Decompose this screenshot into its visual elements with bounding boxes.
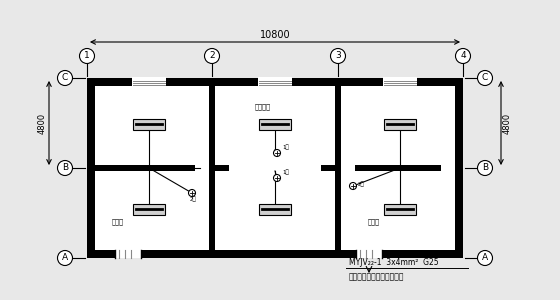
Text: 2米: 2米 bbox=[358, 182, 365, 187]
Bar bbox=[95, 86, 455, 250]
Bar bbox=[341, 165, 355, 171]
Text: B: B bbox=[62, 164, 68, 172]
Bar bbox=[259, 118, 291, 130]
Circle shape bbox=[273, 175, 281, 182]
Bar bbox=[259, 203, 291, 214]
Bar bbox=[335, 86, 341, 250]
Bar bbox=[133, 118, 165, 130]
Circle shape bbox=[189, 190, 195, 196]
Bar bbox=[321, 165, 335, 171]
Bar bbox=[258, 77, 292, 86]
Text: 2: 2 bbox=[209, 52, 215, 61]
Text: 4: 4 bbox=[460, 52, 466, 61]
Bar bbox=[209, 86, 215, 250]
Bar bbox=[95, 165, 195, 171]
Circle shape bbox=[478, 160, 492, 175]
Bar bbox=[383, 77, 417, 86]
Bar bbox=[115, 250, 141, 258]
Text: 1路: 1路 bbox=[282, 169, 289, 175]
Text: A: A bbox=[62, 254, 68, 262]
Text: 1: 1 bbox=[84, 52, 90, 61]
Text: 4800: 4800 bbox=[503, 112, 512, 134]
Text: C: C bbox=[62, 74, 68, 82]
Circle shape bbox=[204, 49, 220, 64]
Bar bbox=[132, 77, 166, 86]
Circle shape bbox=[455, 49, 470, 64]
Circle shape bbox=[80, 49, 95, 64]
Text: 10800: 10800 bbox=[260, 31, 290, 40]
Circle shape bbox=[273, 149, 281, 157]
Bar bbox=[133, 203, 165, 214]
Text: 空洗间: 空洗间 bbox=[368, 218, 380, 225]
Text: 洗涤间: 洗涤间 bbox=[112, 218, 124, 225]
Text: MYJV₂₂-1  3x4mm²  G25: MYJV₂₂-1 3x4mm² G25 bbox=[349, 258, 438, 267]
Circle shape bbox=[330, 49, 346, 64]
Bar bbox=[384, 203, 416, 214]
Text: 3: 3 bbox=[335, 52, 341, 61]
Bar bbox=[87, 78, 463, 258]
Text: B: B bbox=[482, 164, 488, 172]
Circle shape bbox=[478, 70, 492, 86]
Text: 1路: 1路 bbox=[282, 144, 289, 150]
Circle shape bbox=[58, 160, 72, 175]
Bar bbox=[195, 165, 209, 171]
Circle shape bbox=[478, 250, 492, 266]
Text: 电源引自门卫室照明配电筱: 电源引自门卫室照明配电筱 bbox=[349, 272, 404, 281]
Circle shape bbox=[349, 182, 357, 190]
Text: A: A bbox=[482, 254, 488, 262]
Circle shape bbox=[58, 70, 72, 86]
Bar bbox=[215, 165, 229, 171]
Text: C: C bbox=[482, 74, 488, 82]
Circle shape bbox=[58, 250, 72, 266]
Text: 洗备材室: 洗备材室 bbox=[255, 103, 271, 110]
Text: 4800: 4800 bbox=[38, 112, 47, 134]
Bar bbox=[384, 118, 416, 130]
Bar bbox=[356, 250, 382, 258]
Bar bbox=[355, 165, 441, 171]
Text: 2米: 2米 bbox=[190, 196, 197, 202]
